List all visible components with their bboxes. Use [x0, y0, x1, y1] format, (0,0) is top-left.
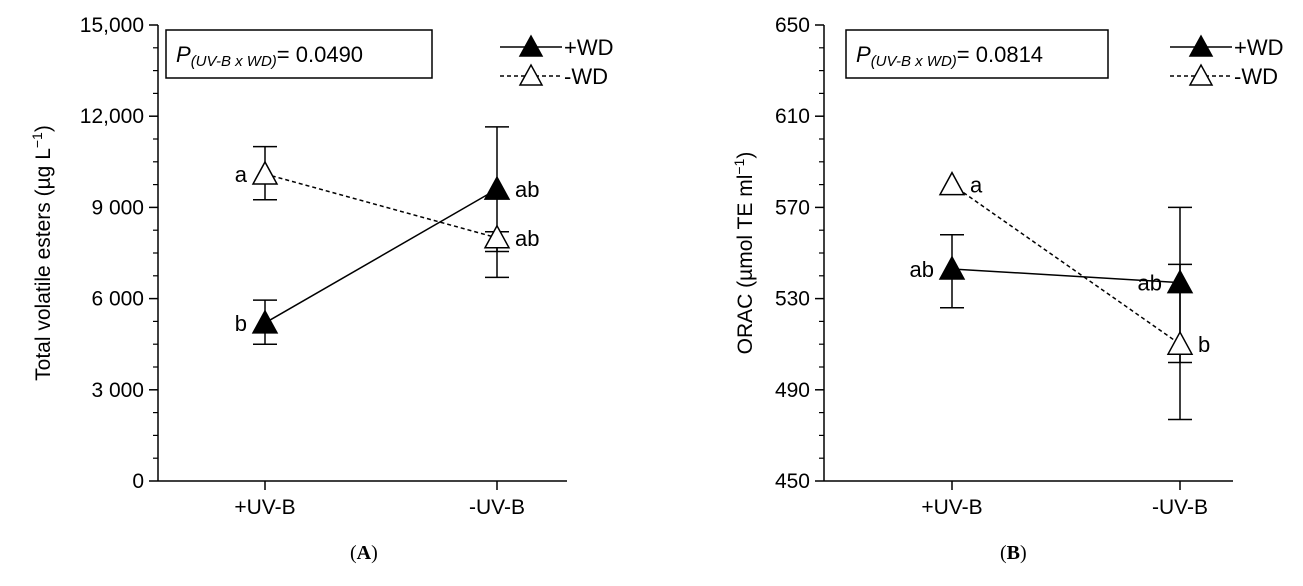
data-point-plus-wd [1166, 269, 1194, 294]
y-axis-title: ORAC (µmol TE ml−1) [731, 152, 757, 355]
legend-marker-plus-wd [518, 34, 544, 57]
significance-letter: b [235, 311, 247, 336]
data-point-minus-wd [483, 224, 511, 249]
p-value-annotation: P(UV-B x WD)= 0.0814 [856, 42, 1043, 70]
legend-marker-minus-wd [1188, 63, 1214, 86]
series-line-minus-wd [264, 173, 498, 239]
y-tick-label: 6 000 [91, 288, 144, 311]
data-point-minus-wd [251, 160, 279, 185]
data-point-minus-wd [1166, 330, 1194, 355]
series-line-plus-wd [951, 268, 1181, 284]
y-tick-label: 450 [775, 470, 810, 493]
y-tick-label: 570 [775, 196, 810, 219]
legend-marker-plus-wd [1188, 34, 1214, 57]
legend-marker-minus-wd [518, 63, 544, 86]
p-value-box [845, 29, 1109, 79]
significance-letter: b [1198, 332, 1210, 357]
significance-letter: a [970, 173, 983, 198]
data-point-plus-wd [938, 255, 966, 280]
legend-label-minus-wd: -WD [564, 64, 608, 89]
y-tick-label: 490 [775, 379, 810, 402]
x-tick-label: +UV-B [234, 496, 295, 519]
series-line-minus-wd [951, 183, 1181, 345]
chart-panel-b: 450 490 530 570 610 650 +UV-B -UV-B ORAC (µmol T… [731, 14, 1284, 519]
significance-letter: ab [515, 226, 539, 251]
y-tick-label: 0 [132, 470, 144, 493]
y-tick-label: 610 [775, 105, 810, 128]
significance-letter: ab [910, 257, 934, 282]
panel-label-a: (A) [350, 542, 378, 564]
y-tick-label: 12,000 [80, 105, 144, 128]
y-tick-label: 530 [775, 288, 810, 311]
y-axis-title: Total volatile esters (µg L−1) [29, 125, 55, 381]
legend-label-plus-wd: +WD [1234, 35, 1284, 60]
chart-panel-a: 0 3 000 6 000 9 000 12,000 15,000 +UV-B -UV-B To… [29, 14, 614, 519]
significance-letter: ab [1138, 271, 1162, 296]
x-tick-label: -UV-B [1152, 496, 1208, 519]
panel-label-b: (B) [1000, 542, 1027, 564]
significance-letter: ab [515, 177, 539, 202]
y-tick-label: 650 [775, 14, 810, 37]
data-point-minus-wd [938, 171, 966, 196]
series-line-plus-wd [264, 188, 498, 324]
x-tick-label: +UV-B [921, 496, 982, 519]
y-tick-label: 15,000 [80, 14, 144, 37]
y-tick-label: 9 000 [91, 196, 144, 219]
data-point-plus-wd [251, 309, 279, 334]
legend-label-minus-wd: -WD [1234, 64, 1278, 89]
data-point-plus-wd [483, 175, 511, 200]
p-value-annotation: P(UV-B x WD)= 0.0490 [176, 42, 363, 70]
x-tick-label: -UV-B [469, 496, 525, 519]
y-tick-label: 3 000 [91, 379, 144, 402]
p-value-box [165, 29, 433, 79]
legend-label-plus-wd: +WD [564, 35, 614, 60]
significance-letter: a [235, 162, 248, 187]
